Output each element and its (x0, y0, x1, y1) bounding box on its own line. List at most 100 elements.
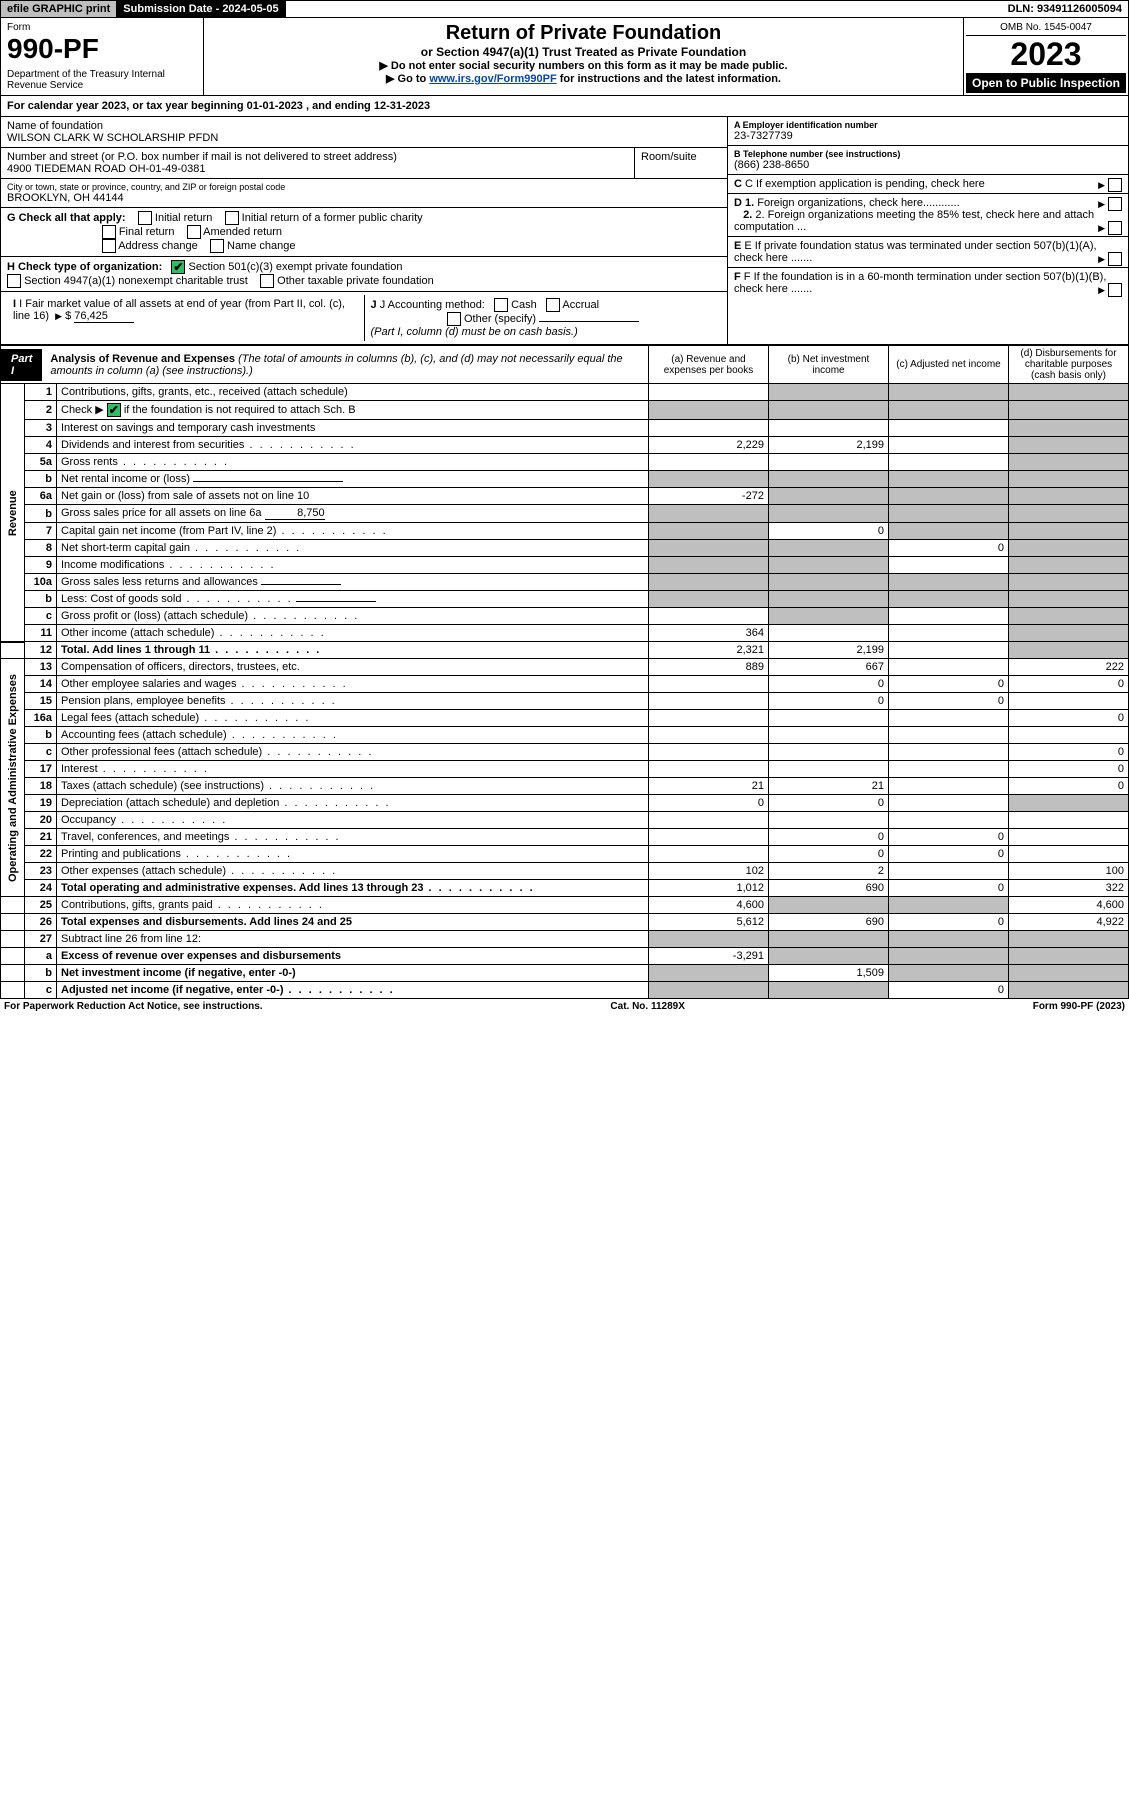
j-accrual: Accrual (562, 299, 599, 311)
checkbox-final[interactable] (102, 225, 116, 239)
col-c-header: (c) Adjusted net income (889, 346, 1009, 384)
r15-num: 15 (25, 693, 57, 710)
ein: 23-7327739 (734, 130, 1122, 142)
checkbox-other-acct[interactable] (447, 312, 461, 326)
form-label: Form (7, 22, 197, 33)
r7-desc: Capital gain net income (from Part IV, l… (57, 523, 649, 540)
checkbox-e[interactable] (1108, 252, 1122, 266)
expenses-side-label: Operating and Administrative Expenses (1, 659, 25, 897)
checkbox-amended[interactable] (187, 225, 201, 239)
r23-b: 2 (769, 863, 889, 880)
r4-b: 2,199 (769, 437, 889, 454)
r24-num: 24 (25, 880, 57, 897)
footer: For Paperwork Reduction Act Notice, see … (0, 999, 1129, 1014)
checkbox-schb[interactable]: ✔ (107, 403, 121, 417)
h-501c3: Section 501(c)(3) exempt private foundat… (188, 261, 402, 273)
r26-c: 0 (889, 914, 1009, 931)
r16c-desc: Other professional fees (attach schedule… (57, 744, 649, 761)
r6b-num: b (25, 505, 57, 523)
r19-b: 0 (769, 795, 889, 812)
footer-left: For Paperwork Reduction Act Notice, see … (4, 1001, 263, 1012)
checkbox-initial-former[interactable] (225, 211, 239, 225)
r11-num: 11 (25, 625, 57, 642)
form-title: Return of Private Foundation (208, 22, 959, 45)
irs-link[interactable]: www.irs.gov/Form990PF (429, 73, 556, 85)
checkbox-other-tax[interactable] (260, 274, 274, 288)
c-label: C If exemption application is pending, c… (745, 178, 985, 190)
r21-num: 21 (25, 829, 57, 846)
e-label: E If private foundation status was termi… (734, 240, 1097, 264)
r21-desc: Travel, conferences, and meetings (57, 829, 649, 846)
r5b-desc: Net rental income or (loss) (57, 471, 649, 488)
r11-desc: Other income (attach schedule) (57, 625, 649, 642)
addr-label: Number and street (or P.O. box number if… (7, 151, 628, 163)
entity-block: Name of foundation WILSON CLARK W SCHOLA… (0, 117, 1129, 345)
r18-a: 21 (649, 778, 769, 795)
r9-desc: Income modifications (57, 557, 649, 574)
r1-desc: Contributions, gifts, grants, etc., rece… (57, 384, 649, 401)
checkbox-initial[interactable] (138, 211, 152, 225)
checkbox-c[interactable] (1108, 178, 1122, 192)
checkbox-d1[interactable] (1108, 197, 1122, 211)
cal-end: 12-31-2023 (374, 100, 430, 112)
part1-table: Part I Analysis of Revenue and Expenses … (0, 345, 1129, 999)
r6a-desc: Net gain or (loss) from sale of assets n… (57, 488, 649, 505)
dln: DLN: 93491126005094 (1002, 1, 1128, 17)
r16c-num: c (25, 744, 57, 761)
r27b-num: b (25, 965, 57, 982)
r8-desc: Net short-term capital gain (57, 540, 649, 557)
efile-print-button[interactable]: efile GRAPHIC print (1, 1, 117, 17)
checkbox-address[interactable] (102, 239, 116, 253)
r26-d: 4,922 (1009, 914, 1129, 931)
r8-c: 0 (889, 540, 1009, 557)
city-label: City or town, state or province, country… (7, 182, 721, 192)
r15-desc: Pension plans, employee benefits (57, 693, 649, 710)
r23-num: 23 (25, 863, 57, 880)
r7-num: 7 (25, 523, 57, 540)
section-h: H Check type of organization: ✔ Section … (1, 257, 727, 292)
part1-label: Part I (1, 349, 42, 381)
instr-ssn: ▶ Do not enter social security numbers o… (208, 59, 959, 72)
checkbox-cash[interactable] (494, 298, 508, 312)
r13-a: 889 (649, 659, 769, 676)
r23-desc: Other expenses (attach schedule) (57, 863, 649, 880)
omb: OMB No. 1545-0047 (966, 20, 1126, 36)
r27-desc: Subtract line 26 from line 12: (57, 931, 649, 948)
r17-num: 17 (25, 761, 57, 778)
r16b-num: b (25, 727, 57, 744)
checkbox-name[interactable] (210, 239, 224, 253)
r13-desc: Compensation of officers, directors, tru… (57, 659, 649, 676)
checkbox-accrual[interactable] (546, 298, 560, 312)
r23-a: 102 (649, 863, 769, 880)
col-b-header: (b) Net investment income (769, 346, 889, 384)
checkbox-d2[interactable] (1108, 221, 1122, 235)
r14-num: 14 (25, 676, 57, 693)
r5b-num: b (25, 471, 57, 488)
r22-b: 0 (769, 846, 889, 863)
r7-b: 0 (769, 523, 889, 540)
checkbox-f[interactable] (1108, 283, 1122, 297)
f-label: F If the foundation is in a 60-month ter… (734, 271, 1106, 295)
j-label: J Accounting method: (380, 299, 485, 311)
checkbox-4947[interactable] (7, 274, 21, 288)
r16b-desc: Accounting fees (attach schedule) (57, 727, 649, 744)
r27b-desc: Net investment income (if negative, ente… (57, 965, 649, 982)
checkbox-501c3[interactable]: ✔ (171, 260, 185, 274)
r27c-c: 0 (889, 982, 1009, 999)
r27c-num: c (25, 982, 57, 999)
r15-c: 0 (889, 693, 1009, 710)
phone: (866) 238-8650 (734, 159, 1122, 171)
g-initial: Initial return (155, 212, 212, 224)
r14-b: 0 (769, 676, 889, 693)
phone-label: B Telephone number (see instructions) (734, 149, 1122, 159)
r19-a: 0 (649, 795, 769, 812)
r8-num: 8 (25, 540, 57, 557)
d1-label: Foreign organizations, check here.......… (757, 197, 959, 209)
r18-b: 21 (769, 778, 889, 795)
tax-year: 2023 (966, 36, 1126, 73)
cal-mid: , and ending (306, 100, 374, 112)
r17-d: 0 (1009, 761, 1129, 778)
r27a-a: -3,291 (649, 948, 769, 965)
r18-desc: Taxes (attach schedule) (see instruction… (57, 778, 649, 795)
r20-desc: Occupancy (57, 812, 649, 829)
